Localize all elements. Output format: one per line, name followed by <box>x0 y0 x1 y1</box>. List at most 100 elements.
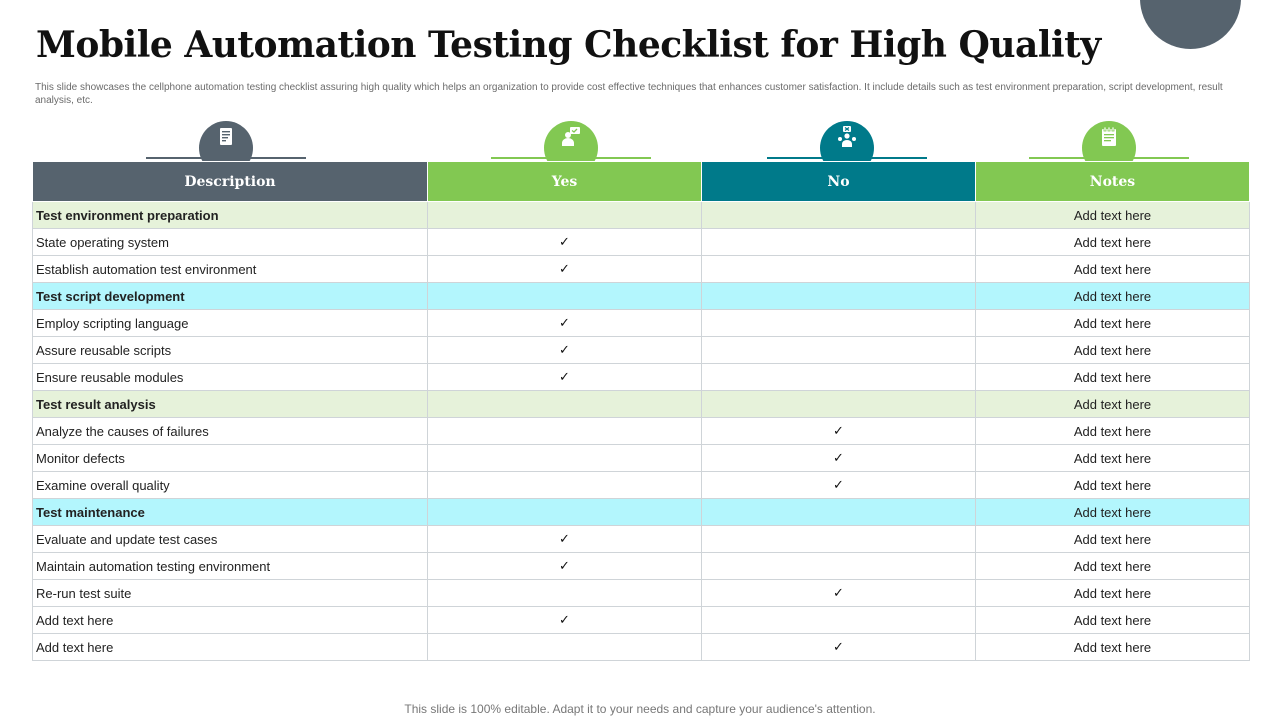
notes-cell: Add text here <box>976 472 1250 499</box>
row-description: Re-run test suite <box>33 580 428 607</box>
check-mark-icon: ✓ <box>559 370 570 385</box>
check-mark-icon: ✓ <box>833 586 844 601</box>
row-description: Evaluate and update test cases <box>33 526 428 553</box>
yes-cell: ✓ <box>428 364 702 391</box>
row-description: Maintain automation testing environment <box>33 553 428 580</box>
yes-cell: ✓ <box>428 553 702 580</box>
notes-cell: Add text here <box>976 499 1250 526</box>
check-mark-icon: ✓ <box>559 235 570 250</box>
check-mark-icon: ✓ <box>833 640 844 655</box>
notes-cell: Add text here <box>976 526 1250 553</box>
section-title: Test environment preparation <box>33 202 428 229</box>
yes-cell: ✓ <box>428 337 702 364</box>
no-icon-header <box>767 121 927 161</box>
notes-cell: Add text here <box>976 256 1250 283</box>
checklist-table: Description Yes No Notes Test environmen… <box>32 161 1250 661</box>
no-cell <box>702 499 976 526</box>
yes-cell: ✓ <box>428 607 702 634</box>
table-row: State operating system ✓ Add text here <box>33 229 1250 256</box>
yes-cell: ✓ <box>428 256 702 283</box>
yes-cell <box>428 445 702 472</box>
notes-cell: Add text here <box>976 229 1250 256</box>
column-header-yes: Yes <box>428 162 702 202</box>
check-mark-icon: ✓ <box>559 262 570 277</box>
check-mark-icon: ✓ <box>559 316 570 331</box>
row-description: Establish automation test environment <box>33 256 428 283</box>
notes-cell: Add text here <box>976 445 1250 472</box>
yes-cell <box>428 499 702 526</box>
section-row: Test result analysis Add text here <box>33 391 1250 418</box>
section-title: Test result analysis <box>33 391 428 418</box>
row-description: Ensure reusable modules <box>33 364 428 391</box>
check-mark-icon: ✓ <box>833 451 844 466</box>
no-cell <box>702 310 976 337</box>
team-icon <box>835 125 859 154</box>
yes-cell: ✓ <box>428 310 702 337</box>
row-description: Analyze the causes of failures <box>33 418 428 445</box>
notes-cell: Add text here <box>976 553 1250 580</box>
table-row: Add text here ✓ Add text here <box>33 607 1250 634</box>
yes-cell <box>428 391 702 418</box>
check-mark-icon: ✓ <box>559 343 570 358</box>
yes-cell: ✓ <box>428 526 702 553</box>
yes-cell <box>428 580 702 607</box>
row-description: Monitor defects <box>33 445 428 472</box>
no-cell <box>702 283 976 310</box>
notes-cell: Add text here <box>976 283 1250 310</box>
table-row: Employ scripting language ✓ Add text here <box>33 310 1250 337</box>
row-description: State operating system <box>33 229 428 256</box>
notes-cell: Add text here <box>976 391 1250 418</box>
table-row: Re-run test suite ✓ Add text here <box>33 580 1250 607</box>
section-row: Test maintenance Add text here <box>33 499 1250 526</box>
yes-cell <box>428 472 702 499</box>
row-description: Add text here <box>33 634 428 661</box>
no-cell: ✓ <box>702 418 976 445</box>
check-mark-icon: ✓ <box>833 424 844 439</box>
row-description: Add text here <box>33 607 428 634</box>
notes-cell: Add text here <box>976 418 1250 445</box>
table-row: Establish automation test environment ✓ Ad… <box>33 256 1250 283</box>
notes-cell: Add text here <box>976 202 1250 229</box>
table-row: Assure reusable scripts ✓ Add text here <box>33 337 1250 364</box>
no-cell <box>702 256 976 283</box>
table-row: Add text here ✓ Add text here <box>33 634 1250 661</box>
check-mark-icon: ✓ <box>833 478 844 493</box>
table-row: Maintain automation testing environment ✓… <box>33 553 1250 580</box>
no-cell: ✓ <box>702 580 976 607</box>
table-row: Monitor defects ✓ Add text here <box>33 445 1250 472</box>
notes-cell: Add text here <box>976 337 1250 364</box>
section-row: Test script development Add text here <box>33 283 1250 310</box>
presenter-icon <box>559 125 583 154</box>
section-row: Test environment preparation Add text her… <box>33 202 1250 229</box>
yes-icon-header <box>491 121 651 161</box>
no-cell: ✓ <box>702 472 976 499</box>
notes-cell: Add text here <box>976 607 1250 634</box>
notepad-icon <box>1097 125 1121 154</box>
check-mark-icon: ✓ <box>559 532 570 547</box>
check-mark-icon: ✓ <box>559 613 570 628</box>
description-icon-header <box>146 121 306 161</box>
yes-cell: ✓ <box>428 229 702 256</box>
page-title: Mobile Automation Testing Checklist for … <box>36 24 1101 66</box>
row-description: Examine overall quality <box>33 472 428 499</box>
no-cell <box>702 607 976 634</box>
no-cell <box>702 526 976 553</box>
section-title: Test maintenance <box>33 499 428 526</box>
yes-cell <box>428 418 702 445</box>
column-header-notes: Notes <box>976 162 1250 202</box>
yes-cell <box>428 283 702 310</box>
page-subtitle: This slide showcases the cellphone autom… <box>35 81 1235 107</box>
table-row: Analyze the causes of failures ✓ Add text … <box>33 418 1250 445</box>
yes-cell <box>428 634 702 661</box>
corner-decoration <box>1140 0 1241 49</box>
no-cell <box>702 364 976 391</box>
row-description: Assure reusable scripts <box>33 337 428 364</box>
column-header-description: Description <box>33 162 428 202</box>
table-row: Examine overall quality ✓ Add text here <box>33 472 1250 499</box>
notes-cell: Add text here <box>976 580 1250 607</box>
no-cell <box>702 202 976 229</box>
notes-cell: Add text here <box>976 310 1250 337</box>
no-cell <box>702 337 976 364</box>
no-cell <box>702 553 976 580</box>
footer-note: This slide is 100% editable. Adapt it to… <box>0 702 1280 716</box>
